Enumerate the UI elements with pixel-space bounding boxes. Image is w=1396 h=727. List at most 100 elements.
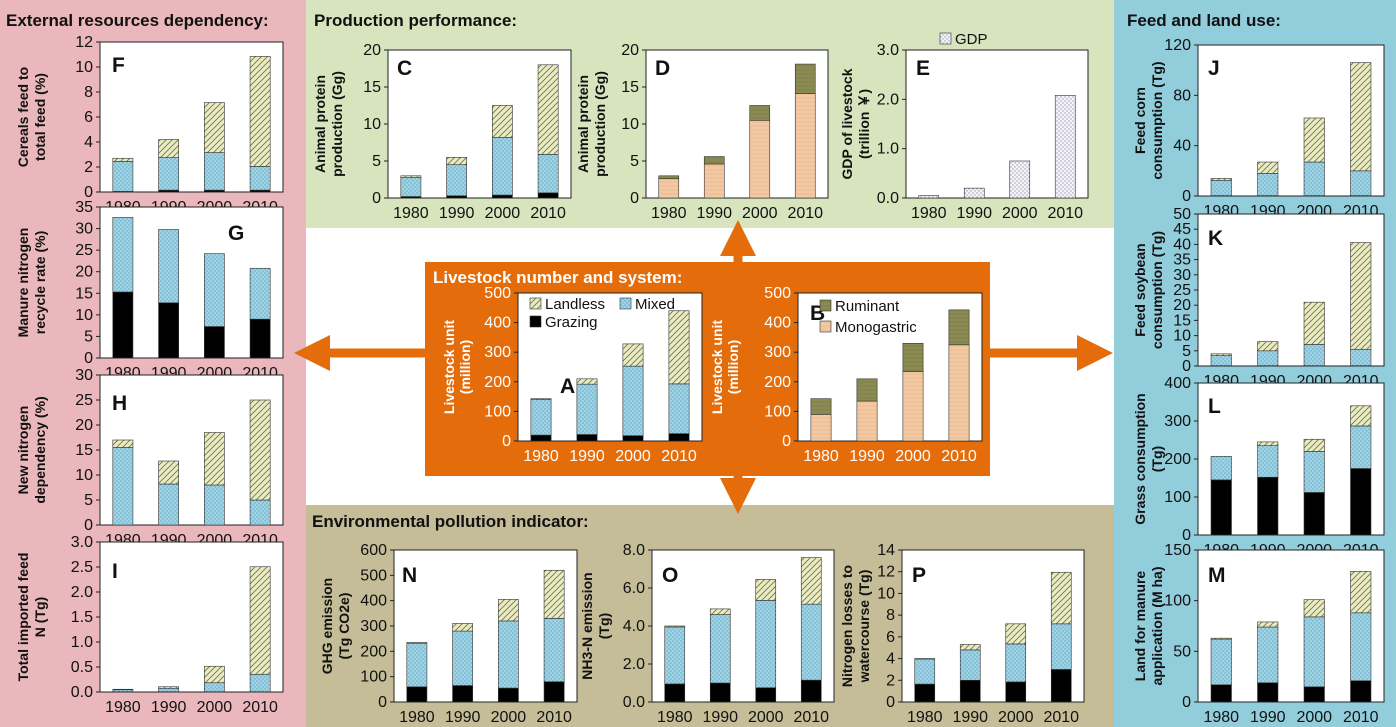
bar-landless-1990 [576,378,598,385]
y-tick-label: 10 [877,585,895,602]
bar-landless-1990 [158,686,179,689]
bar-landless-1990 [1257,441,1279,446]
y-axis-label: (Tg) [1149,446,1165,472]
bar-landless-2000 [204,432,225,486]
y-tick-label: 300 [360,618,387,635]
bar-landless-2000 [1303,301,1325,345]
y-tick-label: 10 [75,467,93,484]
x-tick-label: 2000 [1002,205,1038,222]
legend-swatch [529,297,542,310]
legend-swatch [819,320,832,333]
x-tick-label: 2010 [1343,709,1379,726]
bar-gdp-1980 [918,195,940,199]
x-tick-label: 1990 [151,699,187,716]
bar-mixed-2000 [204,682,225,693]
y-tick-label: 14 [877,542,895,559]
livestock-title: Livestock number and system: [433,268,683,287]
y-axis-label: consumption (Tg) [1149,231,1165,349]
y-tick-label: 0 [1182,358,1191,375]
y-axis-label: Animal protein [575,75,591,173]
y-axis-label: consumption (Tg) [1149,61,1165,179]
bar-landless-2010 [1350,62,1372,172]
y-tick-label: 2 [886,672,895,689]
x-tick-label: 2010 [793,709,829,726]
y-tick-label: 0 [502,433,511,450]
panel-label: C [397,57,412,80]
legend-label: GDP [955,31,988,48]
bar-landless-2010 [1050,571,1072,625]
bar-mixed-2000 [204,152,225,191]
environment-title: Environmental pollution indicator: [312,512,589,531]
x-tick-label: 1990 [1250,709,1286,726]
x-tick-label: 1980 [907,709,943,726]
x-tick-label: 2000 [998,709,1034,726]
y-tick-label: 300 [764,344,791,361]
y-tick-label: 400 [1164,375,1191,392]
x-tick-label: 2000 [1296,709,1332,726]
y-tick-label: 100 [1164,593,1191,610]
legend-label: Ruminant [835,298,900,315]
bar-grazing-2010 [668,433,690,442]
y-axis-label: total feed (%) [32,73,48,161]
y-tick-label: 500 [360,567,387,584]
x-tick-label: 2000 [485,205,521,222]
bar-mixed-1990 [959,649,981,681]
bar-grazing-1990 [1257,476,1279,536]
y-tick-label: 10 [75,59,93,76]
bar-grazing-2000 [755,687,777,703]
x-tick-label: 2010 [661,448,697,465]
y-tick-label: 15 [75,285,93,302]
bar-landless-2000 [622,343,644,367]
y-tick-label: 10 [621,116,639,133]
bar-mixed-1990 [1257,626,1279,684]
y-tick-label: 8 [886,607,895,624]
bar-mixed-1980 [914,658,936,685]
y-tick-label: 0.0 [877,190,899,207]
bar-landless-1980 [112,688,134,691]
bar-mixed-1990 [576,383,598,435]
bar-landless-2000 [755,579,777,601]
chart-N: 0 100 200 300 400 500 600 1980 1990 2000 2010 N GHG … [319,542,578,726]
y-tick-label: 0 [1182,188,1191,205]
x-tick-label: 1990 [849,448,885,465]
y-tick-label: 15 [621,79,639,96]
bar-grazing-1980 [914,683,936,703]
chart-F: 0246810121980199020002010FCereals feed t… [15,34,284,216]
feed-title: Feed and land use: [1127,11,1281,30]
bar-mixed-1980 [1210,638,1232,686]
bar-grazing-1980 [1210,684,1232,703]
bar-grazing-1990 [446,195,467,199]
bar-ruminant-1990 [856,378,878,402]
x-tick-label: 2000 [748,709,784,726]
y-tick-label: 200 [764,374,791,391]
chart-C: 0 5 10 15 20 1980 1990 2000 2010 C Animal protein p… [312,42,572,222]
bar-gdp-2010 [1054,95,1076,199]
bar-ruminant-1990 [703,156,725,165]
bar-monogastric-1990 [856,400,878,442]
legend-swatch [619,297,632,310]
bar-landless-2000 [204,102,225,153]
legend-swatch [529,315,542,328]
chart-E: 0.0 1.0 2.0 3.0 1980 1990 2000 2010 E GDP of live… [839,31,1089,222]
bar-mixed-1980 [400,176,422,197]
y-tick-label: 20 [363,42,381,59]
y-tick-label: 400 [764,315,791,332]
y-tick-label: 25 [75,242,93,259]
y-tick-label: 12 [75,34,93,51]
bar-landless-1980 [530,398,552,400]
bar-mixed-2010 [249,267,271,320]
bar-landless-1980 [664,625,686,628]
y-axis-label: (trillion ￥) [856,89,872,159]
bar-mixed-1980 [1210,179,1232,196]
panel-label: H [112,392,127,415]
y-tick-label: 30 [75,367,93,384]
y-tick-label: 20 [75,417,93,434]
bar-grazing-2000 [498,687,519,703]
bar-landless-2000 [1005,623,1027,645]
y-tick-label: 3.0 [71,534,93,551]
bar-gdp-2000 [1009,160,1031,199]
y-tick-label: 500 [484,285,511,302]
bar-ruminant-2000 [749,105,771,121]
bar-grazing-1980 [1210,479,1232,536]
